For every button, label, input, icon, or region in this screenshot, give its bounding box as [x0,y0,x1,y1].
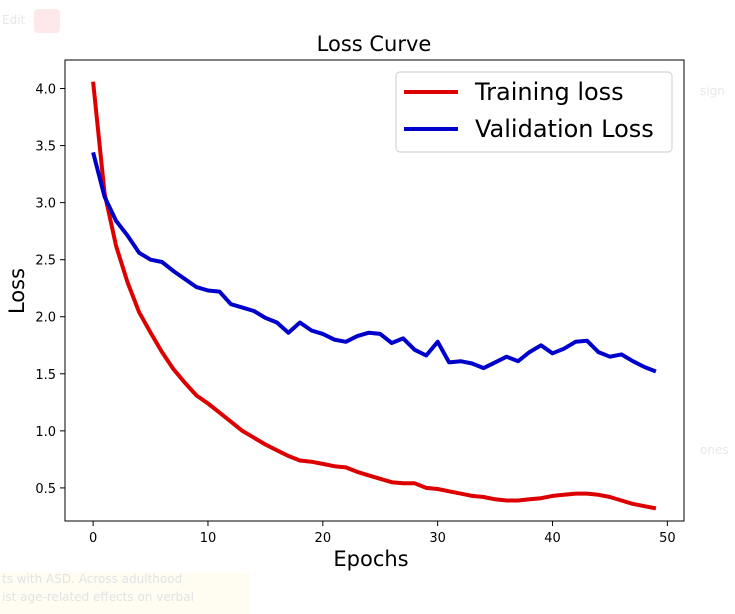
y-tick-label: 2.5 [35,254,56,269]
background-text-line: ist age-related effects on verbal [2,590,194,604]
series-line-training-loss [91,81,657,511]
y-tick-label: 4.0 [35,83,56,98]
y-tick-label: 1.5 [35,368,56,383]
y-tick-label: 2.0 [35,311,56,326]
chart-title: Loss Curve [317,32,432,56]
x-tick-label: 50 [659,531,676,546]
series-group [91,81,657,511]
legend-entry-label: Training loss [474,78,624,106]
y-tick-label: 3.0 [35,197,56,212]
y-tick-label: 1.0 [35,425,56,440]
series-line-validation-loss [91,151,657,374]
x-tick-label: 40 [544,531,561,546]
background-text-strip: ts with ASD. Across adulthood ist age-re… [0,572,250,614]
x-tick-label: 30 [429,531,446,546]
background-right-label-2: ones [700,443,729,457]
x-axis: 0 10 20 30 40 50 [89,521,676,546]
background-right-label: sign [700,84,725,98]
plot-frame [64,59,685,522]
y-tick-label: 0.5 [35,482,56,497]
background-edit-label: Edit [2,13,26,27]
legend-entry-label: Validation Loss [475,115,654,143]
y-tick-label: 3.5 [35,140,56,155]
x-axis-label: Epochs [333,547,408,571]
x-tick-label: 0 [89,531,97,546]
x-tick-label: 20 [315,531,332,546]
y-axis-label: Loss [5,268,29,314]
background-text-line: ts with ASD. Across adulthood [2,572,183,586]
x-tick-label: 10 [200,531,217,546]
y-axis: 0.5 1.0 1.5 2.0 2.5 3.0 3.5 4.0 [35,83,65,497]
legend: Training loss Validation Loss [395,71,673,153]
background-badge [34,9,60,33]
legend-box [395,71,673,153]
